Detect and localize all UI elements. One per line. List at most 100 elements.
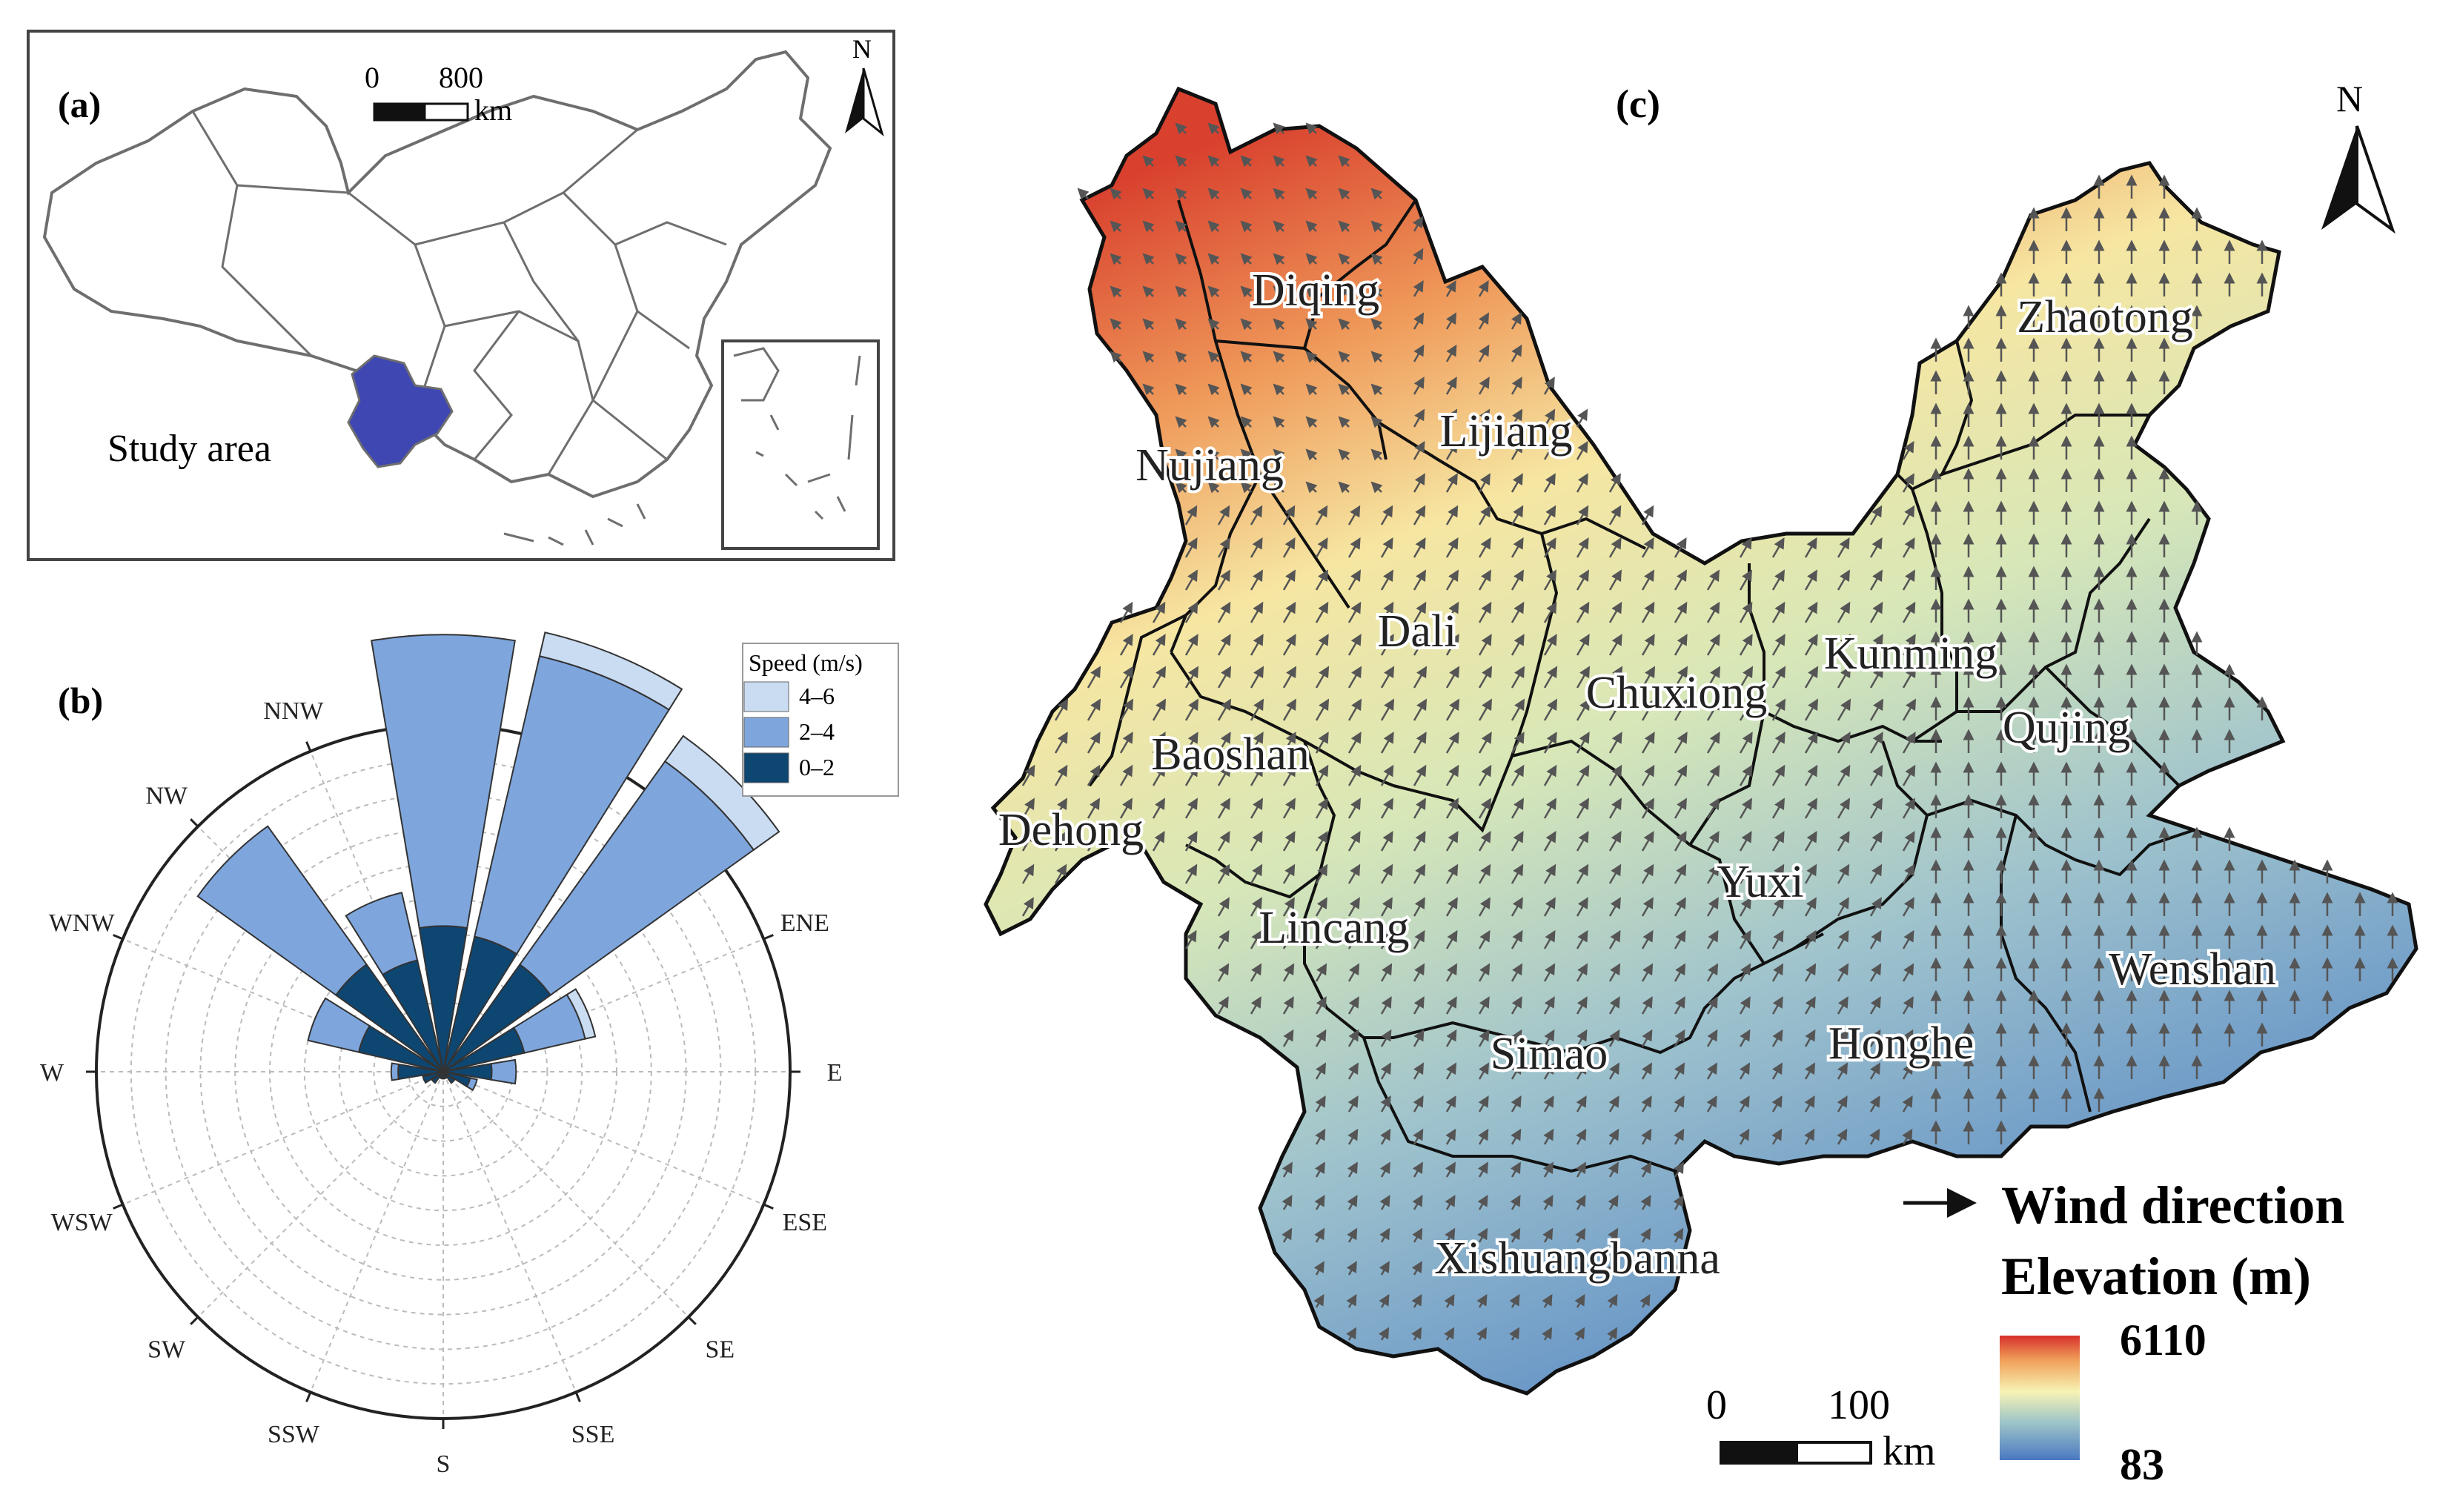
wind-arrow bbox=[1510, 1161, 1521, 1178]
wind-arrow bbox=[1510, 1194, 1521, 1210]
wind-arrow bbox=[1771, 1062, 1783, 1080]
rose-bar-nw-1 bbox=[196, 825, 368, 996]
wind-arrow bbox=[1739, 601, 1753, 623]
wind-arrow bbox=[1576, 897, 1588, 917]
wind-arrow bbox=[1315, 634, 1329, 656]
wind-arrow bbox=[1706, 698, 1721, 721]
rose-bar-nne-2 bbox=[538, 631, 683, 711]
wind-arrow bbox=[1640, 1194, 1651, 1210]
wind-arrow bbox=[1282, 863, 1296, 884]
wind-arrow bbox=[1445, 1095, 1456, 1113]
wind-arrow bbox=[1576, 929, 1588, 949]
wind-arrow bbox=[1347, 505, 1361, 525]
wind-arrow bbox=[1902, 830, 1915, 852]
wind-arrow bbox=[1478, 280, 1489, 297]
wind-arrow bbox=[1315, 1029, 1327, 1047]
wind-arrow bbox=[1184, 764, 1198, 786]
wind-arrow bbox=[1413, 505, 1426, 525]
wind-arrow bbox=[1445, 537, 1459, 558]
wind-arrow bbox=[1641, 732, 1655, 754]
wind-arrow bbox=[1478, 963, 1491, 982]
wind-arrow bbox=[1110, 318, 1122, 331]
panel-b: (b) NNNENEENEEESESESSESSSWSWWSWWWNWNWNNW… bbox=[40, 631, 899, 1478]
rose-tick bbox=[574, 1391, 581, 1402]
wind-arrow bbox=[1576, 601, 1590, 623]
wind-arrow bbox=[1347, 1161, 1358, 1178]
wind-arrow bbox=[1478, 830, 1491, 852]
legend-label-low: 0–2 bbox=[799, 754, 835, 780]
province-lines bbox=[191, 110, 727, 475]
wind-arrow bbox=[1338, 383, 1350, 396]
wind-arrow bbox=[1445, 798, 1459, 819]
wind-arrow bbox=[1411, 1293, 1422, 1308]
wind-arrow bbox=[1511, 569, 1524, 591]
wind-arrow bbox=[1478, 1062, 1490, 1080]
wind-arrow bbox=[1576, 830, 1589, 852]
wind-arrow bbox=[1543, 1062, 1555, 1080]
wind-arrow bbox=[1641, 929, 1654, 949]
wind-arrow bbox=[1608, 996, 1620, 1015]
wind-arrow bbox=[1511, 1029, 1522, 1047]
panel-a-scale-black bbox=[373, 102, 426, 122]
wind-arrow bbox=[1282, 963, 1295, 982]
wind-arrow bbox=[1370, 416, 1383, 428]
rose-bar-ese-1 bbox=[465, 1077, 478, 1092]
wind-arrow bbox=[1273, 220, 1285, 233]
wind-arrow bbox=[1902, 698, 1917, 721]
wind-arrow bbox=[1674, 1029, 1685, 1047]
wind-arrow bbox=[1184, 732, 1198, 754]
wind-arrow bbox=[1445, 344, 1457, 362]
wind-arrow bbox=[1640, 1227, 1651, 1243]
wind-arrow bbox=[1142, 351, 1155, 363]
wind-arrow bbox=[1282, 897, 1295, 917]
wind-arrow bbox=[1869, 830, 1883, 852]
wind-arrow bbox=[1413, 344, 1425, 362]
wind-arrow bbox=[1771, 963, 1784, 982]
wind-arrow bbox=[1674, 963, 1686, 982]
wind-arrow bbox=[1152, 830, 1165, 852]
wind-arrow bbox=[1511, 1128, 1522, 1145]
wind-arrow bbox=[1370, 220, 1383, 233]
wind-arrow bbox=[1315, 666, 1330, 689]
wind-arrow bbox=[1250, 963, 1262, 982]
wind-rose: NNNENEENEEESESESSESSSWSWWSWWWNWNWNNW bbox=[40, 631, 842, 1478]
wind-arrow bbox=[1869, 863, 1883, 884]
wind-arrow bbox=[1478, 377, 1490, 395]
wind-arrow bbox=[1347, 963, 1360, 982]
wind-arrow bbox=[1771, 666, 1786, 689]
wind-arrow bbox=[1380, 505, 1393, 525]
wind-arrow bbox=[1370, 383, 1383, 396]
wind-arrow bbox=[1175, 448, 1187, 461]
wind-arrow bbox=[1543, 440, 1556, 460]
wind-arrow bbox=[1575, 1161, 1586, 1178]
wind-arrow bbox=[1543, 408, 1556, 428]
wind-arrow bbox=[1413, 929, 1425, 949]
wind-arrow bbox=[1804, 996, 1816, 1015]
wind-arrow bbox=[1240, 351, 1253, 363]
wind-arrow bbox=[1305, 351, 1318, 363]
wind-arrow bbox=[1641, 863, 1654, 884]
rose-grid-spoke bbox=[442, 1071, 577, 1393]
wind-arrow bbox=[1576, 666, 1591, 689]
panel-c-scale-bar: 0 100 km bbox=[1706, 1382, 1936, 1474]
panel-c-north-label: N bbox=[2336, 78, 2363, 119]
wind-arrow bbox=[1380, 929, 1393, 949]
wind-arrow bbox=[1445, 569, 1459, 591]
wind-arrow bbox=[1305, 285, 1318, 298]
wind-arrow bbox=[1608, 1062, 1620, 1080]
wind-arrow bbox=[1175, 351, 1187, 363]
wind-arrow bbox=[1305, 318, 1318, 331]
wind-arrow bbox=[1804, 1062, 1816, 1080]
panel-a-scale-unit: km bbox=[474, 93, 512, 127]
wind-arrow bbox=[1217, 830, 1230, 852]
wind-arrow bbox=[1273, 481, 1285, 494]
wind-arrow bbox=[1511, 863, 1524, 884]
rose-bar-n-1 bbox=[371, 634, 516, 929]
wind-arrow bbox=[1574, 1293, 1585, 1308]
wind-arrow bbox=[1445, 666, 1460, 689]
wind-arrow bbox=[1510, 1227, 1521, 1243]
region-label-dehong: Dehong bbox=[998, 805, 1144, 855]
wind-arrow bbox=[1837, 732, 1851, 754]
wind-arrow bbox=[1543, 897, 1556, 917]
wind-arrow bbox=[1347, 1062, 1359, 1080]
